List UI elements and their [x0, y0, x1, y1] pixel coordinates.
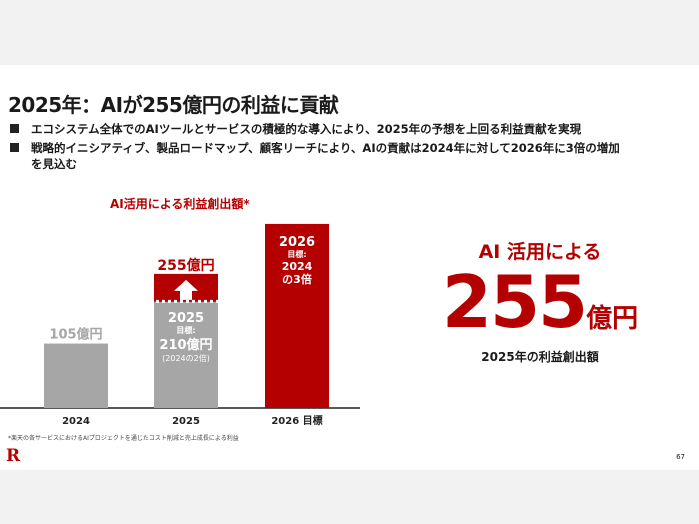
bar-2024: [44, 343, 108, 408]
bar-dash: [156, 299, 159, 303]
highlight-value: 255億円: [420, 260, 660, 344]
bar-dash: [216, 299, 219, 303]
bar-dash: [162, 299, 165, 303]
bar-2026-line2: の3倍: [282, 272, 312, 286]
bullet-text: 戦略的イニシアティブ、製品ロードマップ、顧客リーチにより、AIの貢献は2024年…: [31, 141, 620, 171]
bar-dash: [186, 299, 189, 303]
footnote: *楽天の各サービスにおけるAIプロジェクトを通じたコスト削減と売上成長による利益: [8, 435, 239, 442]
highlight-label: AI 活用による: [478, 241, 602, 263]
bar-label-2025-actual: 255億円: [157, 257, 214, 274]
bullet-text: エコシステム全体でのAIツールとサービスの積極的な導入により、2025年の予想を…: [31, 122, 582, 136]
highlight-caption: 2025年の利益創出額: [481, 350, 599, 364]
page-title: 2025年：AIが255億円の利益に貢献: [8, 93, 339, 117]
bar-label-2024: 105億円: [49, 327, 102, 343]
square-bullet-icon: [10, 124, 19, 133]
bar-dash: [192, 299, 195, 303]
x-tick-label: 2024: [62, 416, 90, 427]
bar-2025-target: [154, 301, 218, 408]
square-bullet-icon: [10, 143, 19, 152]
page-number: 67: [676, 453, 685, 461]
bar-dash: [174, 299, 177, 303]
slide: 2025年：AIが255億円の利益に貢献 エコシステム全体でのAIツールとサービ…: [0, 65, 699, 470]
bar-dash: [168, 299, 171, 303]
bar-chart: 105億円255億円2025目標:210億円(2024の2倍)2026目標:20…: [0, 223, 360, 427]
x-tick-label: 2026 目標: [271, 414, 322, 427]
bar-2026-year: 2026: [279, 235, 315, 250]
bullet-item: エコシステム全体でのAIツールとサービスの積極的な導入により、2025年の予想を…: [8, 121, 631, 137]
bar-2025-target-label: 目標:: [176, 325, 195, 335]
bar-2026: [265, 223, 329, 408]
bar-dash: [180, 299, 183, 303]
bar-2026-target-label: 目標:: [287, 249, 306, 259]
highlight-unit: 億円: [586, 304, 639, 334]
bar-2025-year: 2025: [168, 311, 204, 326]
chart-title: AI活用による利益創出額*: [110, 197, 250, 211]
rakuten-logo: R: [6, 446, 21, 466]
bar-dash: [204, 299, 207, 303]
x-tick-label: 2025: [172, 416, 200, 427]
arrow-up-icon: [174, 279, 198, 300]
highlight-number: 255: [441, 260, 588, 344]
bar-dash: [210, 299, 213, 303]
bar-2026-line1: 2024: [282, 260, 313, 273]
bar-2025-note: (2024の2倍): [162, 353, 210, 363]
bar-dash: [198, 299, 201, 303]
bullet-item: 戦略的イニシアティブ、製品ロードマップ、顧客リーチにより、AIの貢献は2024年…: [8, 140, 631, 172]
bar-2025-target: 210億円: [159, 337, 212, 353]
bullet-list: エコシステム全体でのAIツールとサービスの積極的な導入により、2025年の予想を…: [8, 121, 631, 175]
